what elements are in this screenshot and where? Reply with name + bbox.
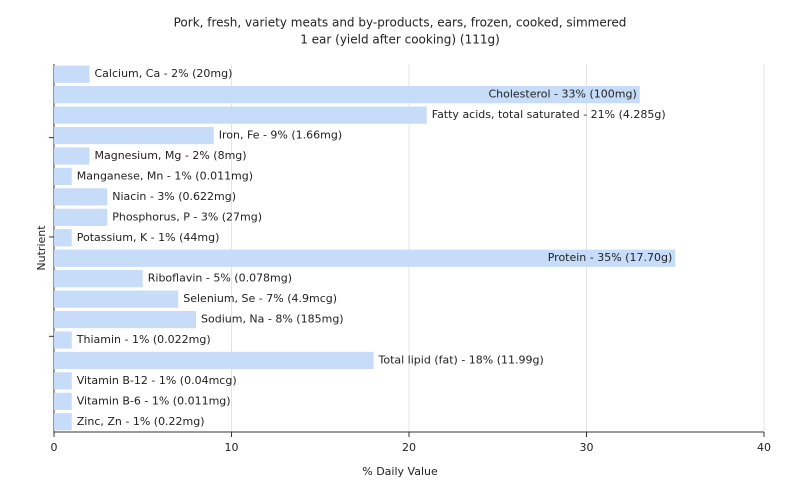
bar-label: Magnesium, Mg - 2% (8mg): [95, 149, 247, 162]
bar: [54, 208, 108, 226]
bar-label: Selenium, Se - 7% (4.9mcg): [183, 292, 337, 305]
x-tick-label: 20: [402, 441, 416, 454]
bar: [54, 331, 72, 349]
bar: [54, 65, 90, 83]
bar-label: Potassium, K - 1% (44mg): [77, 231, 220, 244]
bar: [54, 147, 90, 165]
bar: [54, 290, 179, 308]
bar-label: Iron, Fe - 9% (1.66mg): [219, 129, 342, 142]
bar: [54, 372, 72, 390]
bar: [54, 392, 72, 410]
bar: [54, 413, 72, 431]
bar-label: Fatty acids, total saturated - 21% (4.28…: [432, 108, 666, 121]
bar-label: Manganese, Mn - 1% (0.011mg): [77, 169, 253, 182]
bar: [54, 106, 427, 124]
bar-label: Total lipid (fat) - 18% (11.99g): [378, 353, 544, 366]
bar-label: Protein - 35% (17.70g): [548, 251, 673, 264]
bar-label: Phosphorus, P - 3% (27mg): [112, 210, 262, 223]
x-tick-label: 0: [51, 441, 58, 454]
bar-label: Thiamin - 1% (0.022mg): [76, 333, 211, 346]
bar-label: Vitamin B-12 - 1% (0.04mcg): [77, 374, 237, 387]
bar: [54, 167, 72, 186]
bar-label: Zinc, Zn - 1% (0.22mg): [77, 415, 205, 428]
bar: [54, 351, 374, 370]
bar: [54, 86, 640, 104]
x-axis-label: % Daily Value: [362, 465, 438, 478]
bar-label: Sodium, Na - 8% (185mg): [201, 313, 344, 326]
chart-subtitle: 1 ear (yield after cooking) (111g): [300, 33, 500, 47]
bar-label: Cholesterol - 33% (100mg): [488, 88, 636, 101]
bar: [54, 188, 108, 206]
x-tick-label: 40: [757, 441, 771, 454]
bar: [54, 126, 214, 145]
x-tick-label: 10: [225, 441, 239, 454]
bar: [54, 249, 676, 267]
bar-label: Vitamin B-6 - 1% (0.011mg): [77, 394, 231, 407]
y-axis-label: Nutrient: [35, 225, 48, 271]
bar-label: Niacin - 3% (0.622mg): [112, 190, 236, 203]
bar: [54, 310, 196, 329]
chart-title: Pork, fresh, variety meats and by-produc…: [174, 16, 627, 30]
bar: [54, 270, 143, 288]
x-tick-label: 30: [580, 441, 594, 454]
bar: [54, 229, 72, 247]
bar-label: Riboflavin - 5% (0.078mg): [148, 272, 292, 285]
bar-label: Calcium, Ca - 2% (20mg): [95, 67, 233, 80]
